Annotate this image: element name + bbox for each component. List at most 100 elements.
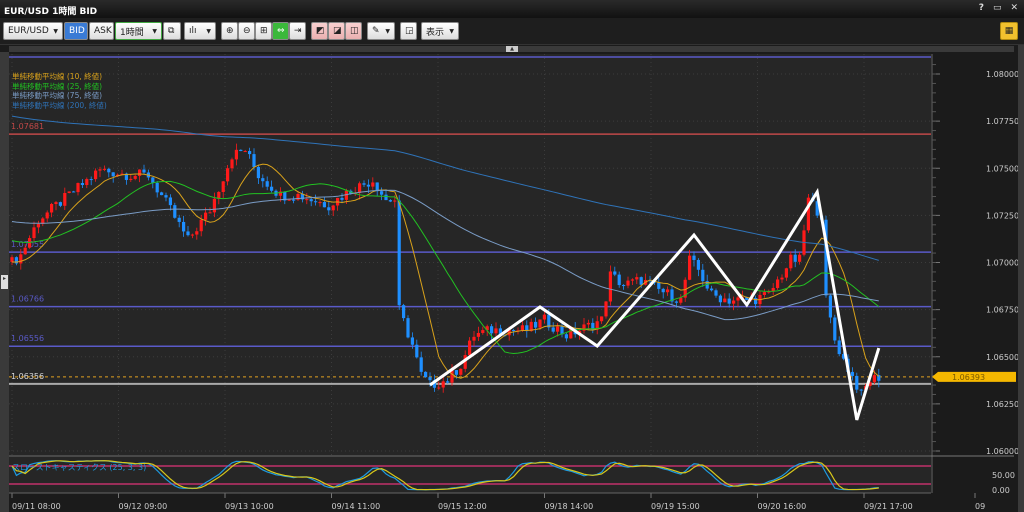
- candle: [138, 169, 142, 183]
- candle: [771, 283, 775, 296]
- candle-body: [85, 179, 89, 186]
- display-menu[interactable]: 表示 ▼: [421, 22, 459, 40]
- candle: [850, 367, 854, 381]
- price-axis-label: 1.07500: [986, 164, 1018, 173]
- fit-icon[interactable]: ⊞: [255, 22, 272, 40]
- restore-icon[interactable]: ▭: [992, 3, 1002, 13]
- candle-body: [230, 159, 234, 169]
- collapse-handle[interactable]: ▲: [506, 46, 518, 52]
- candle-body: [406, 318, 410, 338]
- candle: [173, 202, 177, 219]
- candle-body: [463, 355, 467, 369]
- candle-body: [76, 183, 80, 193]
- candle-body: [657, 282, 661, 289]
- price-axis-label: 1.06000: [986, 447, 1018, 456]
- add-indicator-icon[interactable]: ◩: [311, 22, 328, 40]
- candle: [688, 249, 692, 281]
- candle-body: [824, 219, 828, 296]
- candle: [94, 168, 98, 182]
- screenshot-icon[interactable]: ◲: [400, 22, 417, 40]
- link-icon[interactable]: ⧉: [163, 22, 181, 40]
- candle-body: [450, 370, 454, 383]
- sma-200-line: [11, 115, 879, 261]
- symbol-select[interactable]: EUR/USD ▼: [3, 22, 63, 40]
- candle-body: [776, 279, 780, 288]
- candle: [626, 276, 630, 289]
- plot-background: [9, 54, 931, 455]
- candle-body: [322, 202, 326, 208]
- edit-indicator-icon[interactable]: ◪: [328, 22, 345, 40]
- side-panel-toggle[interactable]: ▸: [1, 275, 8, 289]
- candle: [85, 177, 89, 189]
- bid-button[interactable]: BID: [64, 22, 88, 40]
- drawing-tool-select[interactable]: ✎ ▼: [367, 22, 395, 40]
- candle-body: [375, 182, 379, 192]
- candle-body: [714, 290, 718, 296]
- candle: [67, 191, 71, 194]
- candle: [613, 266, 617, 277]
- candle: [204, 207, 208, 226]
- candle-body: [736, 297, 740, 301]
- timeframe-select[interactable]: 1時間 ▼: [115, 22, 162, 40]
- zoom-out-icon[interactable]: ⊖: [238, 22, 255, 40]
- candle-body: [692, 255, 696, 260]
- candle-body: [358, 183, 362, 194]
- candle: [635, 273, 639, 285]
- candle-body: [410, 337, 414, 345]
- window-title-bar: EUR/USD 1時間 BID ? ▭ ✕: [0, 0, 1024, 18]
- candle-body: [754, 298, 758, 305]
- candle-body: [28, 238, 32, 248]
- candle-body: [639, 277, 643, 285]
- candle: [525, 320, 529, 338]
- candle-body: [111, 172, 115, 177]
- candle: [107, 167, 111, 178]
- candle-body: [679, 297, 683, 303]
- candle: [375, 182, 379, 196]
- candle: [340, 193, 344, 204]
- candle: [776, 276, 780, 290]
- candle-body: [107, 168, 111, 173]
- candle: [239, 149, 243, 152]
- candle: [402, 303, 406, 322]
- candle-body: [437, 387, 441, 389]
- layout-grid-icon[interactable]: ▦: [1000, 22, 1018, 40]
- chart-type-select[interactable]: ılı ▼: [184, 22, 216, 40]
- auto-scroll-icon[interactable]: ⇔: [272, 22, 289, 40]
- candle: [710, 285, 714, 292]
- candle-body: [666, 289, 670, 293]
- candle-body: [604, 301, 608, 317]
- candle: [89, 176, 93, 186]
- candle: [732, 296, 736, 311]
- close-icon[interactable]: ✕: [1010, 3, 1018, 13]
- candle: [551, 322, 555, 334]
- right-scrollbar[interactable]: [1018, 45, 1024, 512]
- horizontal-line-label: 1.06766: [11, 295, 44, 304]
- candle: [630, 278, 634, 286]
- remove-indicator-icon[interactable]: ◫: [345, 22, 362, 40]
- shift-icon[interactable]: ⇥: [289, 22, 306, 40]
- candle: [142, 164, 146, 175]
- candle-body: [520, 325, 524, 331]
- candle-body: [397, 200, 401, 306]
- candle-body: [582, 324, 586, 331]
- candle-body: [670, 289, 674, 302]
- ask-button[interactable]: ASK: [89, 22, 114, 40]
- candle-body: [177, 217, 181, 222]
- candle-body: [560, 326, 564, 335]
- candle-body: [278, 191, 282, 196]
- help-icon[interactable]: ?: [978, 3, 984, 13]
- candle: [564, 333, 568, 342]
- candle-body: [564, 334, 568, 339]
- candle-body: [767, 291, 771, 293]
- time-axis-label: 09/11 08:00: [12, 502, 61, 511]
- horizontal-line-label: 1.07681: [11, 122, 44, 131]
- candle-body: [859, 389, 863, 391]
- zoom-in-icon[interactable]: ⊕: [221, 22, 238, 40]
- candle: [714, 288, 718, 298]
- candle: [195, 227, 199, 240]
- candle-body: [204, 212, 208, 220]
- candle-body: [542, 314, 546, 320]
- candle-body: [556, 326, 560, 332]
- candle-body: [481, 330, 485, 333]
